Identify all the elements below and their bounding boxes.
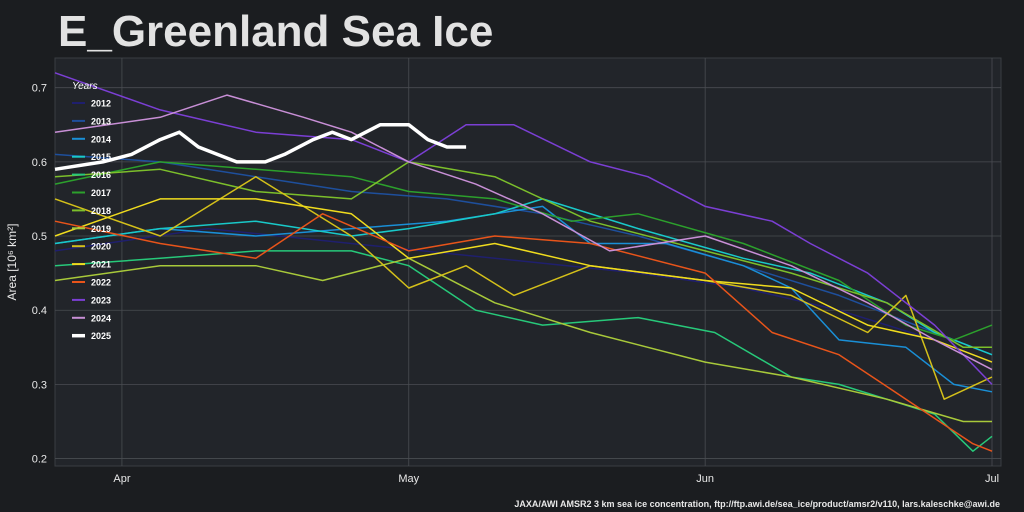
x-tick-label: Jun	[696, 473, 714, 485]
grid-lines	[55, 58, 1001, 466]
legend-label: 2021	[91, 260, 111, 270]
series-line-2023	[54, 72, 993, 385]
x-tick-label: Apr	[113, 473, 130, 485]
y-tick-label: 0.7	[32, 83, 47, 95]
chart-title: E_Greenland Sea Ice	[58, 7, 494, 56]
legend-label: 2024	[91, 313, 111, 323]
legend-item: 2016	[72, 170, 111, 180]
data-source-credit: JAXA/AWI AMSR2 3 km sea ice concentratio…	[514, 499, 1000, 509]
y-tick-label: 0.5	[32, 231, 47, 243]
axis-ticks: 0.2 0.3 0.4 0.5 0.6 0.7 Apr May Jun Jul	[32, 83, 999, 485]
legend-label: 2022	[91, 278, 111, 288]
legend-item: 2025	[72, 331, 111, 341]
series-line-2014	[54, 205, 993, 393]
legend-label: 2015	[91, 152, 111, 162]
y-tick-label: 0.2	[32, 454, 47, 466]
legend-item: 2017	[72, 188, 111, 198]
series-line-2018	[54, 161, 992, 349]
legend-item: 2015	[72, 152, 111, 162]
legend-label: 2018	[91, 206, 111, 216]
series-lines	[54, 72, 993, 452]
x-tick-label: Jul	[985, 473, 999, 485]
legend-label: 2019	[91, 224, 111, 234]
legend-item: 2021	[72, 260, 111, 270]
legend-item: 2012	[72, 99, 111, 109]
legend-item: 2013	[72, 116, 111, 126]
y-tick-label: 0.6	[32, 157, 47, 169]
series-line-2020	[54, 175, 993, 400]
legend-label: 2020	[91, 242, 111, 252]
legend-item: 2023	[72, 295, 111, 305]
legend-item: 2024	[72, 313, 111, 323]
y-axis-label: Area [10⁶ km²]	[5, 224, 19, 301]
legend-item: 2022	[72, 278, 111, 288]
series-line-2022	[54, 213, 993, 452]
legend-label: 2025	[91, 331, 111, 341]
series-line-2017	[54, 161, 993, 341]
legend-label: 2016	[91, 170, 111, 180]
series-line-2019	[54, 257, 992, 423]
legend: Years 2012 2013 2014 2015 2016 2017 2018 2019 202…	[72, 81, 111, 341]
legend-label: 2023	[91, 295, 111, 305]
legend-item: 2020	[72, 242, 111, 252]
legend-label: 2012	[91, 99, 111, 109]
legend-label: 2017	[91, 188, 111, 198]
series-line-2025	[54, 123, 467, 172]
legend-title: Years	[72, 81, 98, 92]
series-line-2012	[54, 227, 993, 363]
legend-item: 2019	[72, 224, 111, 234]
legend-item: 2014	[72, 134, 111, 144]
x-tick-label: May	[398, 473, 419, 485]
series-line-2024	[54, 94, 993, 371]
legend-item: 2018	[72, 206, 111, 216]
y-tick-label: 0.4	[32, 305, 47, 317]
y-tick-label: 0.3	[32, 379, 47, 391]
legend-label: 2013	[91, 116, 111, 126]
legend-label: 2014	[91, 134, 111, 144]
